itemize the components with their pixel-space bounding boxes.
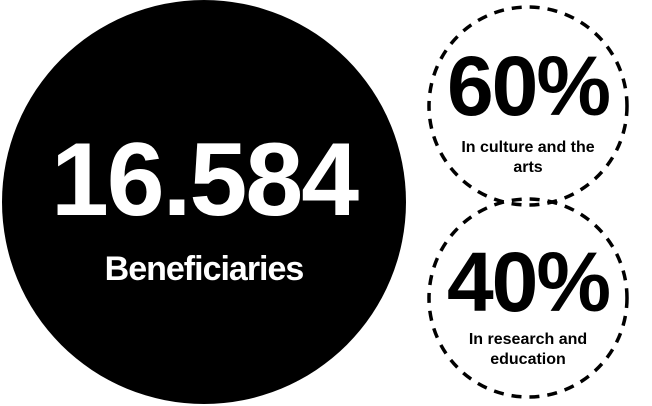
beneficiaries-circle: 16.584 Beneficiaries [2,0,406,404]
dashed-ring [427,5,629,207]
research-education-circle: 40% In research and education [426,196,630,400]
culture-arts-label: In culture and the arts [461,139,595,176]
beneficiaries-label: Beneficiaries [104,250,305,288]
research-education-percent: 40% [446,235,611,329]
culture-arts-percent: 60% [446,39,611,133]
dashed-ring [427,197,629,399]
research-education-label: In research and education [468,331,588,368]
culture-arts-circle: 60% In culture and the arts [426,4,630,208]
beneficiaries-count: 16.584 [50,122,359,238]
